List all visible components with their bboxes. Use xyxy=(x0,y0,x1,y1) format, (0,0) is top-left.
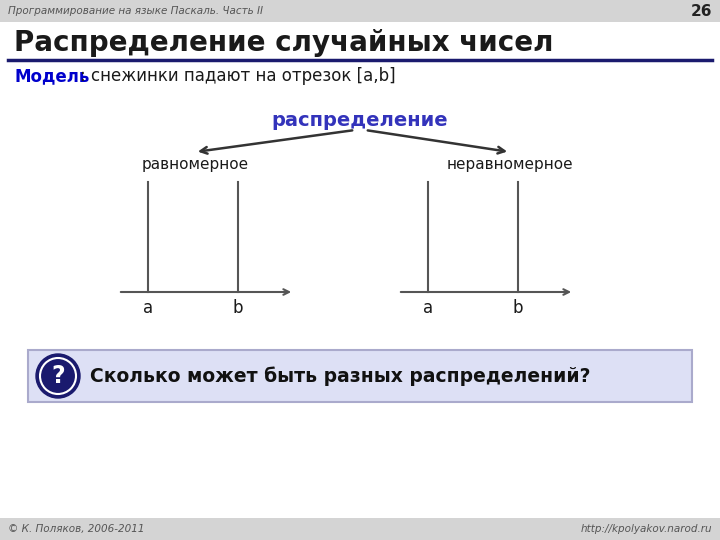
Text: 26: 26 xyxy=(690,3,712,18)
FancyBboxPatch shape xyxy=(28,350,692,402)
Bar xyxy=(0,0,720,22)
Text: © К. Поляков, 2006-2011: © К. Поляков, 2006-2011 xyxy=(8,524,145,534)
Text: неравномерное: неравномерное xyxy=(446,157,573,172)
Text: равномерное: равномерное xyxy=(141,157,248,172)
Bar xyxy=(0,518,720,540)
Text: b: b xyxy=(513,299,523,317)
Text: Программирование на языке Паскаль. Часть II: Программирование на языке Паскаль. Часть… xyxy=(8,6,263,16)
Text: a: a xyxy=(423,299,433,317)
Text: ?: ? xyxy=(51,364,65,388)
Text: b: b xyxy=(233,299,243,317)
Text: Сколько может быть разных распределений?: Сколько может быть разных распределений? xyxy=(90,366,590,386)
Text: Модель: Модель xyxy=(14,67,89,85)
Text: распределение: распределение xyxy=(271,111,449,130)
Circle shape xyxy=(36,354,80,398)
Text: : снежинки падают на отрезок [a,b]: : снежинки падают на отрезок [a,b] xyxy=(80,67,395,85)
Text: http://kpolyakov.narod.ru: http://kpolyakov.narod.ru xyxy=(580,524,712,534)
Text: Распределение случайных чисел: Распределение случайных чисел xyxy=(14,29,554,57)
Text: a: a xyxy=(143,299,153,317)
